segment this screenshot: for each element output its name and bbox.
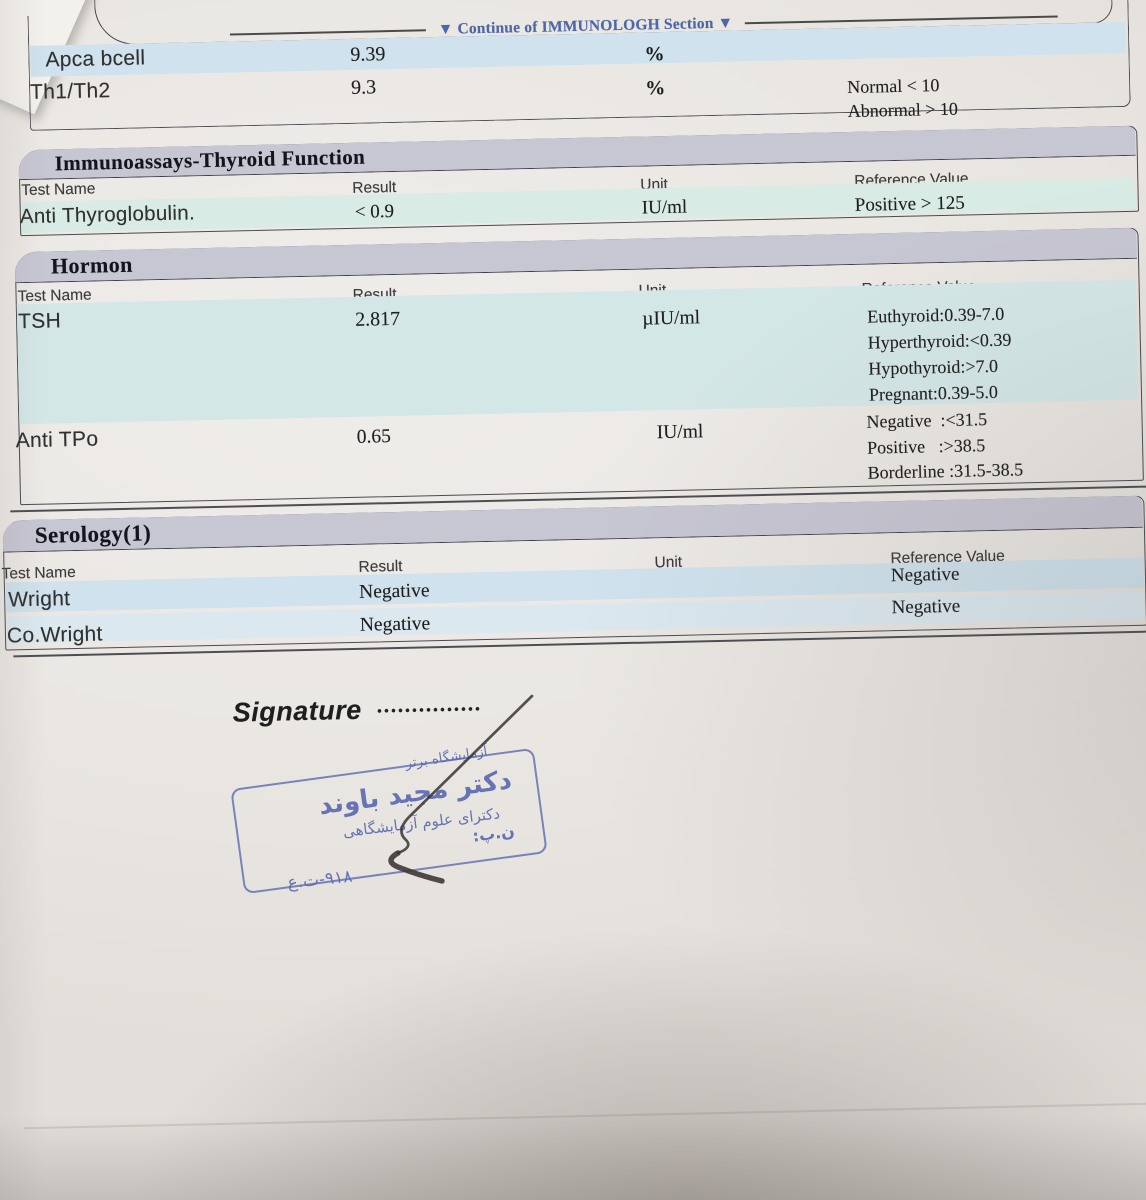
test-result: Negative: [359, 613, 431, 636]
reference-line: Negative: [891, 595, 961, 619]
reference-line: Hypothyroid:>7.0: [868, 355, 999, 379]
test-result: Negative: [358, 580, 430, 603]
section-title: Hormon: [50, 251, 134, 279]
test-result: 0.65: [356, 426, 392, 448]
reference-line: Negative: [890, 563, 960, 587]
test-name: Th1/Th2: [29, 79, 111, 104]
reference-line: Pregnant:0.39-5.0: [868, 381, 999, 405]
reference-line: Positive > 125: [854, 192, 965, 216]
reference-line: Negative :<31.5: [866, 409, 988, 432]
test-name: TSH: [17, 309, 62, 334]
section-title: Serology(1): [34, 520, 152, 548]
test-result: 9.39: [350, 43, 386, 66]
reference-line: Positive :>38.5: [866, 435, 986, 458]
test-result: 2.817: [354, 307, 401, 331]
test-name: Anti Thyroglobulin.: [19, 201, 196, 229]
test-unit: %: [644, 43, 665, 66]
test-result: < 0.9: [354, 200, 395, 223]
reference-line: Hyperthyroid:<0.39: [867, 329, 1012, 353]
signature-dots: ...............: [376, 690, 482, 718]
column-header-test-name: Test Name: [21, 180, 96, 200]
test-result: 9.3: [350, 76, 377, 99]
test-unit: IU/ml: [641, 196, 688, 219]
reference-line: Abnormal > 10: [847, 98, 959, 122]
test-unit: %: [644, 77, 666, 100]
test-name: Co.Wright: [6, 622, 103, 648]
test-unit: IU/ml: [656, 421, 704, 444]
paper-fold-line: [23, 1102, 1146, 1129]
signature-label: Signature: [232, 694, 363, 728]
test-name: Wright: [7, 587, 71, 612]
reference-line: Borderline :31.5-38.5: [867, 459, 1024, 483]
test-unit: µIU/ml: [642, 307, 701, 330]
test-name: Anti TPo: [15, 427, 99, 453]
reference-line: Normal < 10: [847, 75, 940, 98]
reference-line: Euthyroid:0.39-7.0: [867, 303, 1005, 327]
test-name: Apca bcell: [45, 46, 146, 72]
